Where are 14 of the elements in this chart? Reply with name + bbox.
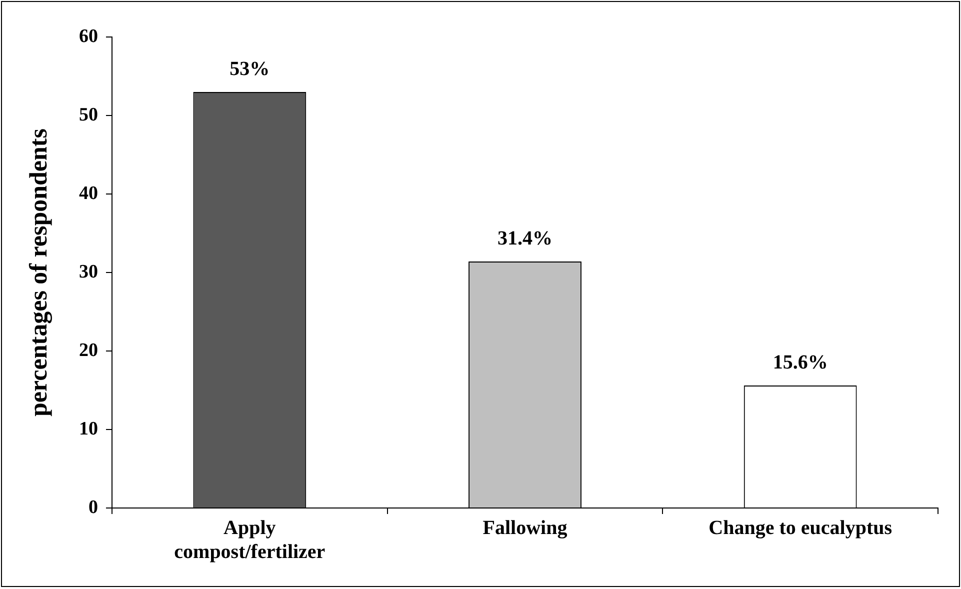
y-axis-title: percentages of respondents — [25, 128, 52, 416]
y-tick-label: 40 — [79, 182, 98, 204]
x-tick-label: Fallowing — [482, 517, 568, 540]
y-tick-label: 60 — [79, 26, 98, 47]
x-tick-label: Change to eucalyptus — [708, 517, 892, 540]
data-label: 53% — [230, 58, 270, 80]
y-tick-label: 0 — [88, 496, 98, 518]
x-tick-label: Apply compost/fertilizer — [174, 517, 326, 564]
y-tick-label: 20 — [79, 340, 98, 361]
y-tick-label: 50 — [79, 104, 98, 126]
data-label: 15.6% — [772, 352, 828, 374]
y-tick-label: 30 — [79, 261, 98, 282]
y-tick-label: 10 — [79, 418, 98, 440]
data-label: 31.4% — [498, 228, 552, 250]
